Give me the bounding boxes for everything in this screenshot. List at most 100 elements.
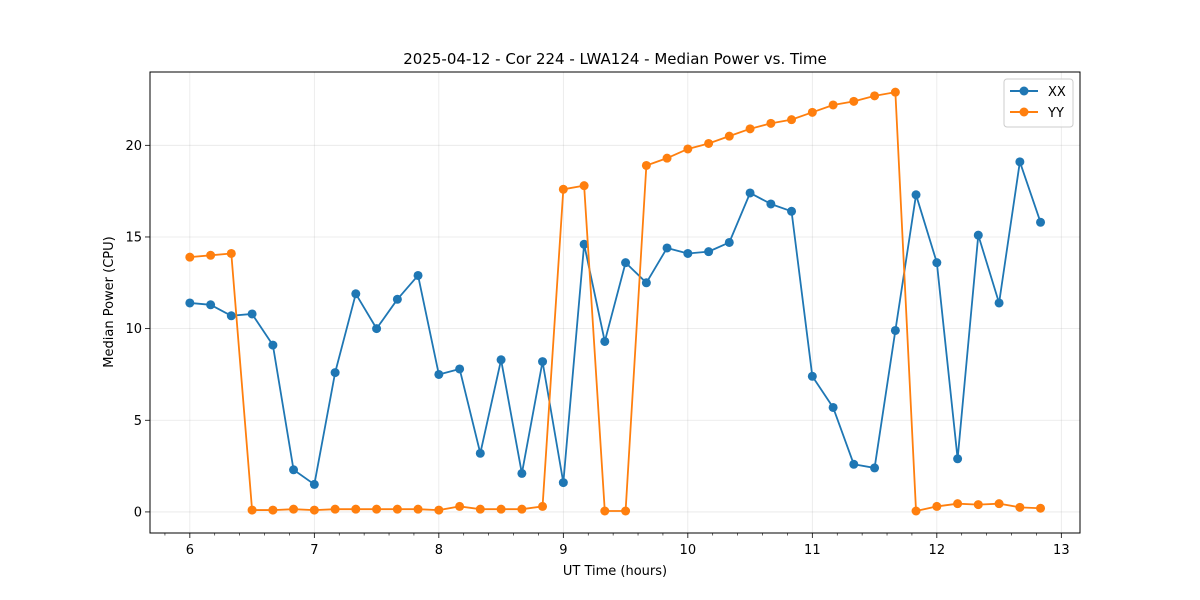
data-point-xx xyxy=(932,258,942,268)
data-point-xx xyxy=(662,243,672,253)
data-point-yy xyxy=(994,499,1004,509)
y-tick-label: 0 xyxy=(134,505,142,520)
data-point-yy xyxy=(890,87,900,97)
series-layer xyxy=(185,87,1046,516)
data-point-yy xyxy=(392,504,402,514)
data-point-xx xyxy=(372,324,382,334)
legend-marker-xx xyxy=(1019,86,1029,96)
data-point-xx xyxy=(849,459,859,469)
data-point-yy xyxy=(351,504,361,514)
data-point-yy xyxy=(247,505,257,515)
data-point-xx xyxy=(517,468,527,478)
x-axis-label: UT Time (hours) xyxy=(563,564,667,579)
data-point-yy xyxy=(413,504,423,514)
data-point-xx xyxy=(330,368,340,378)
data-point-yy xyxy=(372,504,382,514)
data-point-xx xyxy=(828,402,838,412)
data-point-yy xyxy=(268,505,278,515)
data-point-yy xyxy=(953,499,963,509)
data-point-xx xyxy=(807,371,817,381)
x-tick-label: 11 xyxy=(804,543,821,558)
data-point-yy xyxy=(766,118,776,128)
data-point-yy xyxy=(517,504,527,514)
data-point-yy xyxy=(226,248,236,258)
data-point-yy xyxy=(309,505,319,515)
legend-label-xx: XX xyxy=(1048,85,1066,100)
data-point-xx xyxy=(621,258,631,268)
x-tick-label: 12 xyxy=(929,543,946,558)
data-point-yy xyxy=(621,506,631,516)
y-axis-label: Median Power (CPU) xyxy=(102,236,117,367)
y-tick-label: 15 xyxy=(125,230,142,245)
data-point-xx xyxy=(745,188,755,198)
data-point-yy xyxy=(600,506,610,516)
data-point-xx xyxy=(558,478,568,488)
x-tick-label: 13 xyxy=(1053,543,1070,558)
data-point-yy xyxy=(455,501,465,511)
data-point-xx xyxy=(683,248,693,258)
data-point-xx xyxy=(206,300,216,310)
x-tick-label: 8 xyxy=(435,543,443,558)
data-point-yy xyxy=(704,138,714,148)
grid xyxy=(150,72,1080,533)
data-point-yy xyxy=(1015,502,1025,512)
data-point-xx xyxy=(641,278,651,288)
data-point-yy xyxy=(538,501,548,511)
data-point-yy xyxy=(206,250,216,260)
data-point-xx xyxy=(185,298,195,308)
data-point-xx xyxy=(496,355,506,365)
data-point-yy xyxy=(330,504,340,514)
data-point-xx xyxy=(247,309,257,319)
data-point-yy xyxy=(807,107,817,117)
data-point-xx xyxy=(309,479,319,489)
data-point-xx xyxy=(392,294,402,304)
data-point-xx xyxy=(724,237,734,247)
x-tick-label: 6 xyxy=(186,543,194,558)
y-tick-label: 10 xyxy=(125,322,142,337)
y-tick-label: 20 xyxy=(125,139,142,154)
legend-marker-yy xyxy=(1019,107,1029,117)
legend: XX YY xyxy=(1003,78,1074,128)
chart-title: 2025-04-12 - Cor 224 - LWA124 - Median P… xyxy=(403,50,827,68)
x-tick-label: 10 xyxy=(680,543,697,558)
data-point-xx xyxy=(766,199,776,209)
data-point-xx xyxy=(538,357,548,367)
data-point-xx xyxy=(994,298,1004,308)
data-point-yy xyxy=(289,504,299,514)
data-point-xx xyxy=(787,206,797,216)
data-point-xx xyxy=(600,336,610,346)
data-point-xx xyxy=(455,364,465,374)
data-point-xx xyxy=(911,190,921,200)
data-point-yy xyxy=(828,100,838,110)
y-tick-label: 5 xyxy=(134,414,142,429)
data-point-xx xyxy=(579,239,589,249)
data-point-yy xyxy=(662,153,672,163)
data-point-yy xyxy=(496,504,506,514)
data-point-xx xyxy=(289,465,299,475)
data-point-xx xyxy=(1036,217,1046,227)
data-point-yy xyxy=(745,124,755,134)
data-point-yy xyxy=(724,131,734,141)
data-point-xx xyxy=(890,325,900,335)
x-tick-label: 7 xyxy=(310,543,318,558)
data-point-xx xyxy=(268,340,278,350)
data-point-xx xyxy=(226,311,236,321)
data-point-yy xyxy=(849,96,859,106)
ticks: 6 7 8 9 10 11 12 13 0 5 10 15 20 xyxy=(125,139,1069,558)
data-point-yy xyxy=(475,504,485,514)
data-point-yy xyxy=(641,160,651,170)
data-point-xx xyxy=(434,369,444,379)
plot-frame xyxy=(149,71,1081,534)
data-point-yy xyxy=(911,506,921,516)
x-tick-label: 9 xyxy=(559,543,567,558)
data-point-yy xyxy=(932,501,942,511)
data-point-xx xyxy=(953,454,963,464)
data-point-yy xyxy=(683,144,693,154)
data-point-yy xyxy=(973,500,983,510)
data-point-yy xyxy=(434,505,444,515)
data-point-yy xyxy=(185,252,195,262)
data-point-yy xyxy=(558,184,568,194)
data-point-yy xyxy=(870,91,880,101)
data-point-yy xyxy=(787,115,797,125)
